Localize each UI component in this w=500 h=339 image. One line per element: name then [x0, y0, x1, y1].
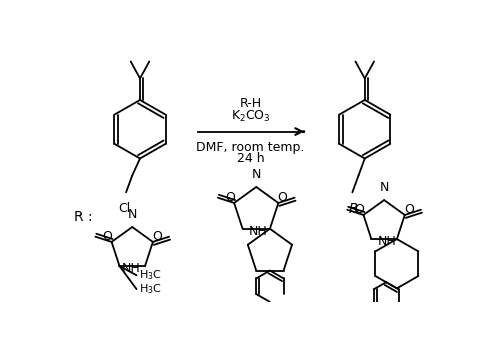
Text: 24 h: 24 h — [236, 152, 264, 164]
Text: O: O — [225, 191, 235, 204]
Text: H$_3$C: H$_3$C — [139, 268, 162, 282]
Text: O: O — [278, 191, 287, 204]
Text: R :: R : — [74, 210, 93, 224]
Text: R-H: R-H — [240, 97, 262, 110]
Text: R: R — [349, 202, 358, 216]
Text: O: O — [102, 230, 112, 243]
Text: N: N — [128, 208, 137, 221]
Text: N: N — [380, 181, 389, 194]
Text: O: O — [354, 203, 364, 216]
Text: H$_3$C: H$_3$C — [139, 282, 162, 296]
Text: Cl: Cl — [118, 202, 130, 215]
Text: NH: NH — [249, 224, 268, 238]
Text: N: N — [252, 168, 261, 181]
Text: O: O — [152, 230, 162, 243]
Text: DMF, room temp.: DMF, room temp. — [196, 141, 304, 154]
Text: $\mathregular{K_2CO_3}$: $\mathregular{K_2CO_3}$ — [230, 109, 270, 124]
Text: O: O — [404, 203, 414, 216]
Text: NH: NH — [378, 235, 396, 248]
Text: NH: NH — [122, 262, 141, 275]
